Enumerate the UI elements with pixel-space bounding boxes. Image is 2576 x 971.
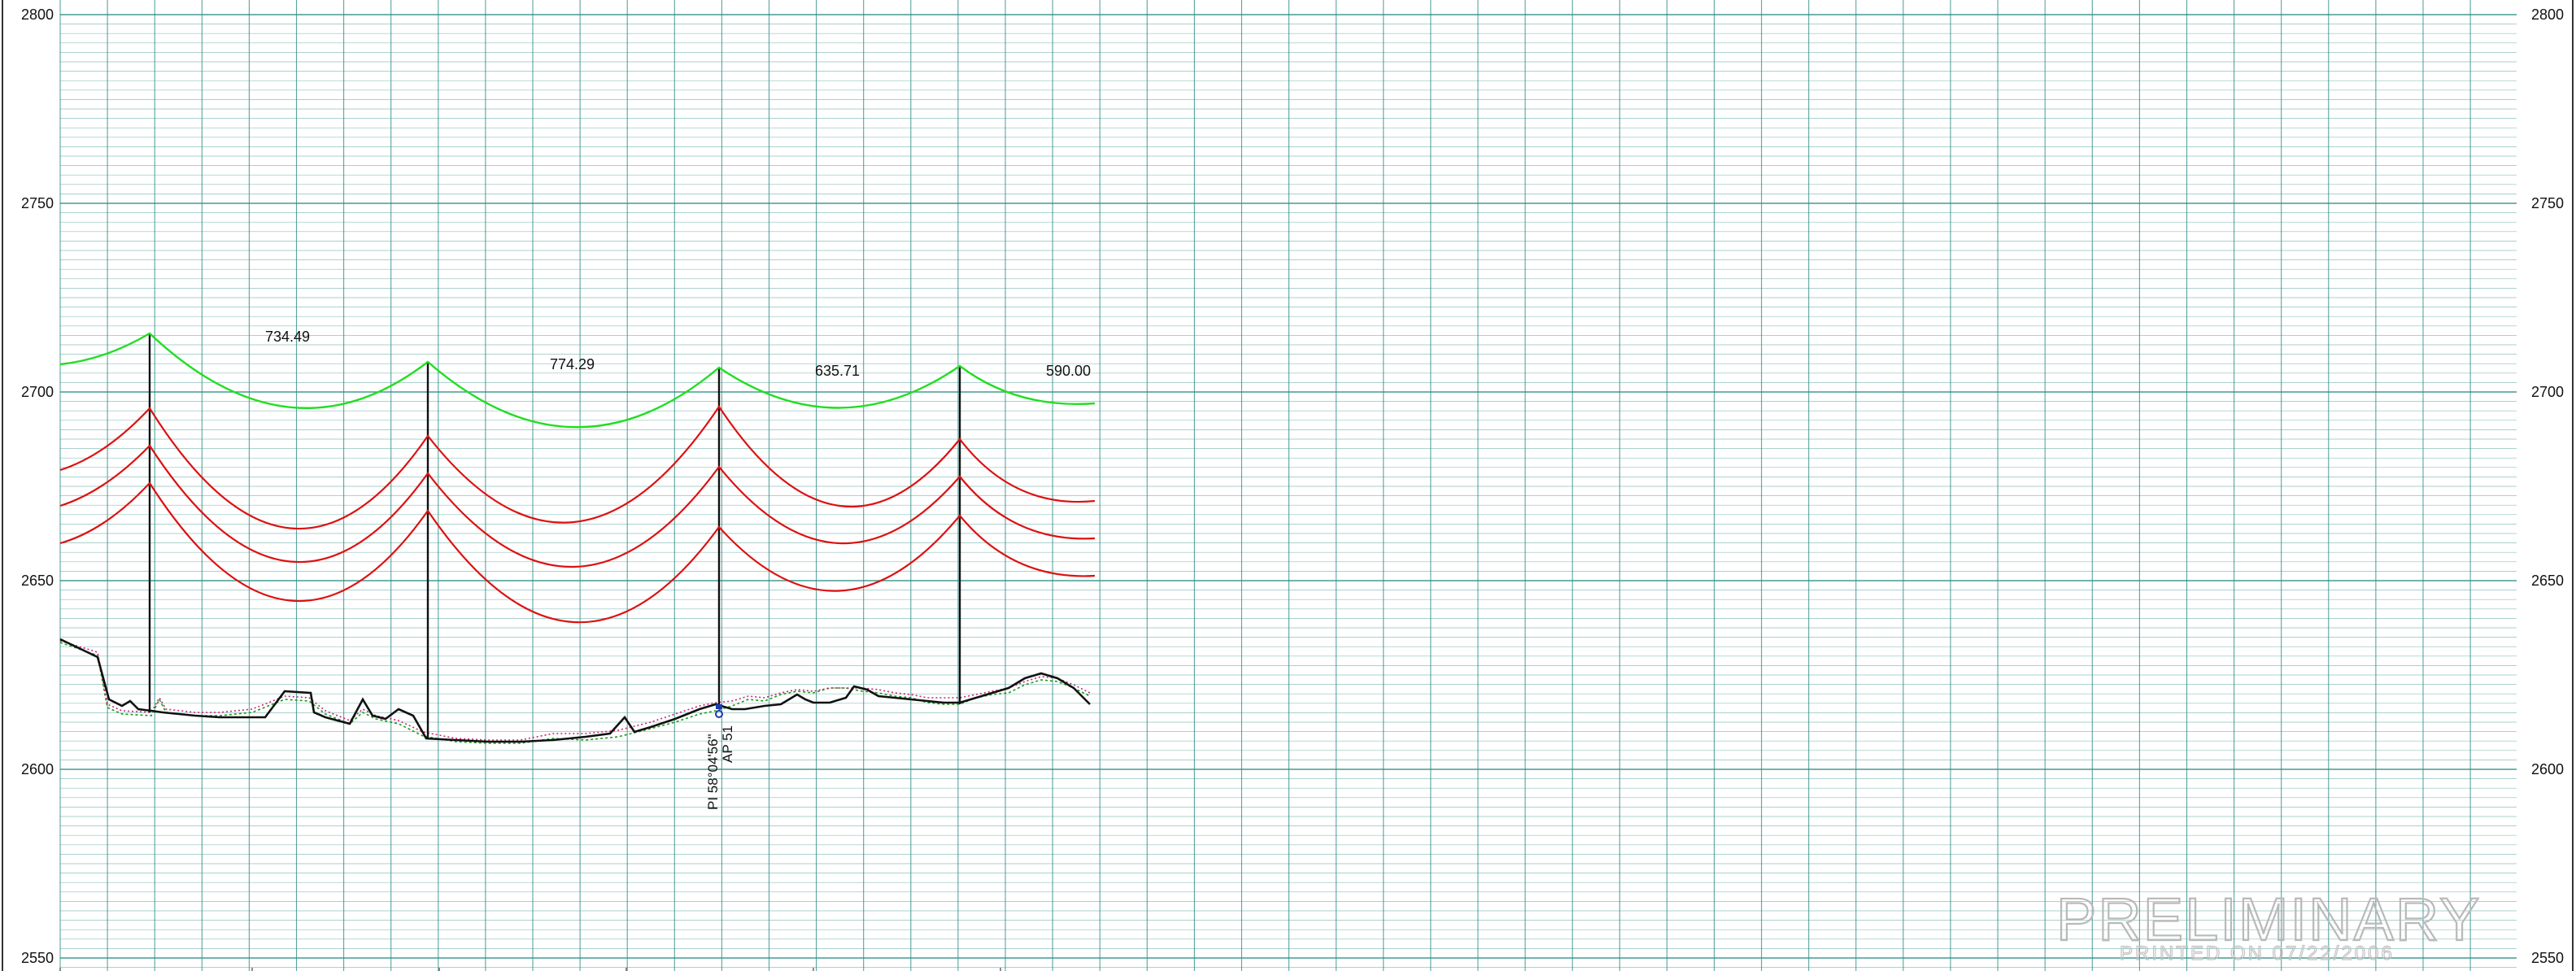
span-length: 635.71 bbox=[815, 363, 860, 379]
stamp-title: PRELIMINARY bbox=[2056, 886, 2481, 953]
ground-line-magenta-dotted bbox=[59, 640, 1091, 741]
stamp-printed-date: PRINTED ON 07/22/2006 bbox=[2120, 943, 2395, 964]
elevation-label-left: 2700 bbox=[21, 384, 54, 400]
grid-lines bbox=[59, 0, 2517, 971]
pi-annotation: PI 58°04'56" AP 51 bbox=[705, 704, 735, 810]
pi-angle-label: PI 58°04'56" bbox=[705, 734, 721, 810]
span-length: 590.00 bbox=[1046, 363, 1091, 379]
elevation-label-left: 2550 bbox=[21, 950, 54, 966]
elevation-axis-left: 2800 2750 2700 2650 2600 2550 bbox=[21, 7, 54, 966]
span-length: 734.49 bbox=[265, 329, 310, 345]
elevation-label-right: 2750 bbox=[2531, 195, 2564, 211]
conductor-red bbox=[59, 444, 1096, 568]
conductor-top-green bbox=[59, 332, 1096, 429]
conductor-red bbox=[59, 405, 1096, 530]
preliminary-stamp: PRELIMINARY PRINTED ON 07/22/2006 bbox=[2055, 885, 2481, 965]
elevation-label-right: 2700 bbox=[2531, 384, 2564, 400]
pi-marker bbox=[715, 710, 723, 718]
ground-line-black bbox=[59, 638, 1091, 743]
pi-marker-tick bbox=[716, 704, 722, 709]
span-labels: 734.49 774.29 635.71 590.00 bbox=[265, 329, 1091, 379]
elevation-label-right: 2600 bbox=[2531, 761, 2564, 777]
conductors-red bbox=[59, 405, 1096, 624]
elevation-label-left: 2600 bbox=[21, 761, 54, 777]
elevation-label-right: 2650 bbox=[2531, 573, 2564, 589]
ground-line-green-dotted bbox=[59, 642, 1091, 744]
pi-ap-label: AP 51 bbox=[720, 725, 735, 763]
conductor-red bbox=[59, 481, 1096, 624]
elevation-label-left: 2800 bbox=[21, 7, 54, 23]
ground-profile bbox=[59, 638, 1091, 744]
elevation-axis-right: 2800 2750 2700 2650 2600 2550 bbox=[2531, 7, 2564, 966]
poles bbox=[148, 333, 961, 738]
station-ticks bbox=[59, 968, 1001, 971]
span-length: 774.29 bbox=[550, 356, 595, 372]
elevation-label-left: 2750 bbox=[21, 195, 54, 211]
elevation-label-left: 2650 bbox=[21, 573, 54, 589]
elevation-label-right: 2550 bbox=[2531, 950, 2564, 966]
elevation-label-right: 2800 bbox=[2531, 7, 2564, 23]
